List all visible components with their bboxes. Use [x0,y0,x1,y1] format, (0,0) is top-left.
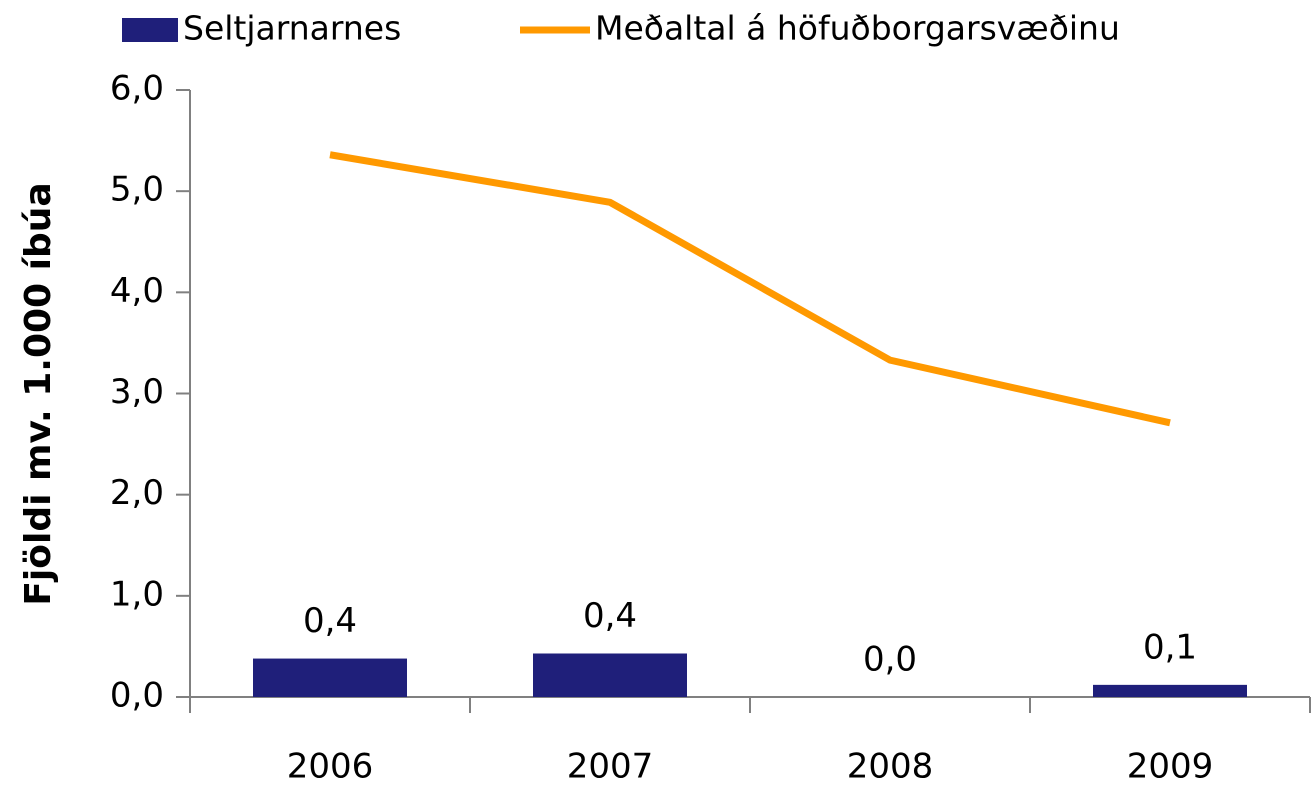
data-label: 0,4 [583,596,637,636]
y-tick-label: 3,0 [110,372,164,412]
x-tick-label: 2009 [1127,747,1214,786]
x-tick-label: 2006 [287,747,374,786]
y-tick-label: 5,0 [110,170,164,210]
y-tick-label: 0,0 [110,676,164,716]
x-tick-label: 2008 [847,747,934,786]
line [329,151,1171,427]
legend-label: Seltjarnarnes [183,9,401,48]
legend-swatch [122,18,178,42]
bar [533,653,687,697]
y-tick-label: 4,0 [110,271,164,311]
legend-label: Meðaltal á höfuðborgarsvæðinu [595,9,1120,48]
bar [253,658,407,697]
data-label: 0,1 [1143,627,1197,667]
y-tick-label: 1,0 [110,574,164,614]
bar [1093,684,1247,697]
y-tick-label: 2,0 [110,473,164,513]
y-axis-label: Fjöldi mv. 1.000 íbúa [18,182,59,605]
data-label: 0,0 [863,640,917,680]
y-tick-label: 6,0 [110,69,164,109]
data-label: 0,4 [303,601,357,641]
x-tick-label: 2007 [567,747,654,786]
